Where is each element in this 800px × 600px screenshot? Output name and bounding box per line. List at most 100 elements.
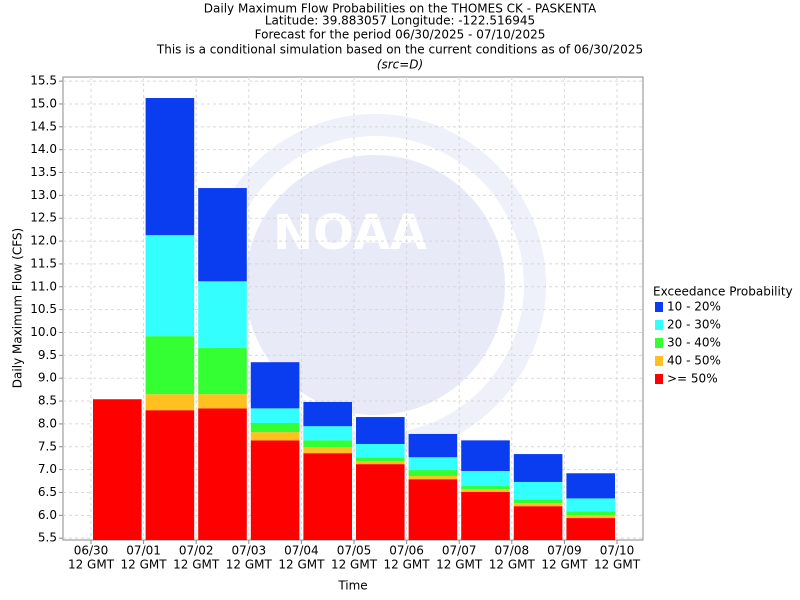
bar-segment <box>566 518 615 540</box>
legend-swatch <box>655 356 663 366</box>
y-tick-label: 10.5 <box>30 302 57 316</box>
x-tick-label: 07/04 <box>284 544 319 558</box>
y-tick-label: 14.5 <box>30 119 57 133</box>
bar-segment <box>513 454 563 482</box>
y-tick-label: 15.5 <box>30 74 57 88</box>
x-tick-label: 12 GMT <box>278 558 325 572</box>
x-tick-label: 07/06 <box>389 544 424 558</box>
subtitle: Latitude: 39.883057 Longitude: -122.5169… <box>265 14 535 28</box>
y-tick-label: 14.0 <box>30 142 57 156</box>
bar-segment <box>356 461 405 465</box>
bar-segment <box>356 457 405 462</box>
x-tick-label: 12 GMT <box>68 558 115 572</box>
bar-segment <box>250 440 300 540</box>
legend-label: 20 - 30% <box>667 318 721 332</box>
bar-segment <box>408 457 458 471</box>
y-axis-label: Daily Maximum Flow (CFS) <box>11 228 25 388</box>
subtitle: This is a conditional simulation based o… <box>156 43 643 57</box>
bar-segment <box>566 515 615 519</box>
bar-segment <box>303 447 352 454</box>
bar-segment <box>93 399 142 540</box>
y-tick-label: 13.5 <box>30 165 57 179</box>
bar-segment <box>566 498 615 512</box>
chart-title: Daily Maximum Flow Probabilities on the … <box>204 2 597 16</box>
legend-label: >= 50% <box>667 372 718 386</box>
bar-segment <box>198 281 247 349</box>
x-tick-label: 12 GMT <box>594 558 641 572</box>
x-tick-label: 12 GMT <box>226 558 273 572</box>
bar-segment <box>198 348 247 395</box>
bar-segment <box>461 486 510 490</box>
subtitle: (src=D) <box>377 58 423 72</box>
bar-segment <box>145 394 195 411</box>
legend-swatch <box>655 302 663 312</box>
bar-segment <box>145 410 195 540</box>
y-tick-label: 9.0 <box>38 371 57 385</box>
bar-segment <box>408 476 458 480</box>
x-tick-label: 12 GMT <box>541 558 588 572</box>
legend-label: 40 - 50% <box>667 354 721 368</box>
y-tick-label: 10.0 <box>30 325 57 339</box>
bar-segment <box>145 336 195 395</box>
bar-segment <box>513 499 563 503</box>
x-tick-label: 07/07 <box>442 544 477 558</box>
bar-segment <box>356 444 405 458</box>
x-tick-label: 12 GMT <box>384 558 431 572</box>
legend-swatch <box>655 320 663 330</box>
bar-segment <box>303 401 352 427</box>
y-tick-label: 12.5 <box>30 211 57 225</box>
x-tick-label: 12 GMT <box>121 558 168 572</box>
x-tick-label: 06/30 <box>74 544 109 558</box>
bar-segment <box>250 422 300 433</box>
y-tick-label: 8.5 <box>38 394 57 408</box>
y-tick-label: 8.0 <box>38 416 57 430</box>
bar-segment <box>408 470 458 477</box>
bar-segment <box>408 433 458 458</box>
x-tick-label: 12 GMT <box>436 558 483 572</box>
legend-label: 10 - 20% <box>667 300 721 314</box>
bar-segment <box>250 432 300 441</box>
x-tick-label: 07/08 <box>495 544 530 558</box>
bar-segment <box>198 394 247 409</box>
y-tick-label: 11.5 <box>30 256 57 270</box>
bar-segment <box>566 511 615 516</box>
bar-segment <box>461 492 510 540</box>
bar-segment <box>356 417 405 445</box>
y-tick-label: 7.0 <box>38 462 57 476</box>
bar-segment <box>145 235 195 337</box>
legend-label: 30 - 40% <box>667 336 721 350</box>
bar-segment <box>513 481 563 500</box>
x-tick-label: 07/09 <box>547 544 582 558</box>
bar-segment <box>303 453 352 540</box>
bar-segment <box>250 408 300 423</box>
bar-segment <box>408 479 458 540</box>
x-tick-label: 12 GMT <box>489 558 536 572</box>
legend-swatch <box>655 374 663 384</box>
watermark-logo <box>245 155 505 415</box>
bar-segment <box>198 408 247 540</box>
y-tick-label: 12.0 <box>30 234 57 248</box>
x-tick-label: 07/10 <box>600 544 635 558</box>
bar-segment <box>513 506 563 540</box>
x-tick-label: 07/01 <box>126 544 161 558</box>
bar-segment <box>198 188 247 282</box>
bar-segment <box>461 470 510 487</box>
y-tick-label: 5.5 <box>38 531 57 545</box>
y-tick-label: 11.0 <box>30 279 57 293</box>
watermark: NOAA <box>273 205 427 261</box>
x-axis-label: Time <box>337 579 367 593</box>
y-tick-label: 9.5 <box>38 348 57 362</box>
bar-segment <box>461 489 510 493</box>
y-tick-label: 6.5 <box>38 485 57 499</box>
y-tick-label: 6.0 <box>38 508 57 522</box>
x-tick-label: 12 GMT <box>331 558 378 572</box>
bar-segment <box>513 502 563 507</box>
x-tick-label: 12 GMT <box>173 558 220 572</box>
bar-segment <box>303 440 352 448</box>
x-tick-label: 07/05 <box>337 544 372 558</box>
x-tick-label: 07/03 <box>232 544 267 558</box>
bar-segment <box>303 426 352 441</box>
y-tick-label: 13.0 <box>30 188 57 202</box>
bar-segment <box>461 440 510 471</box>
